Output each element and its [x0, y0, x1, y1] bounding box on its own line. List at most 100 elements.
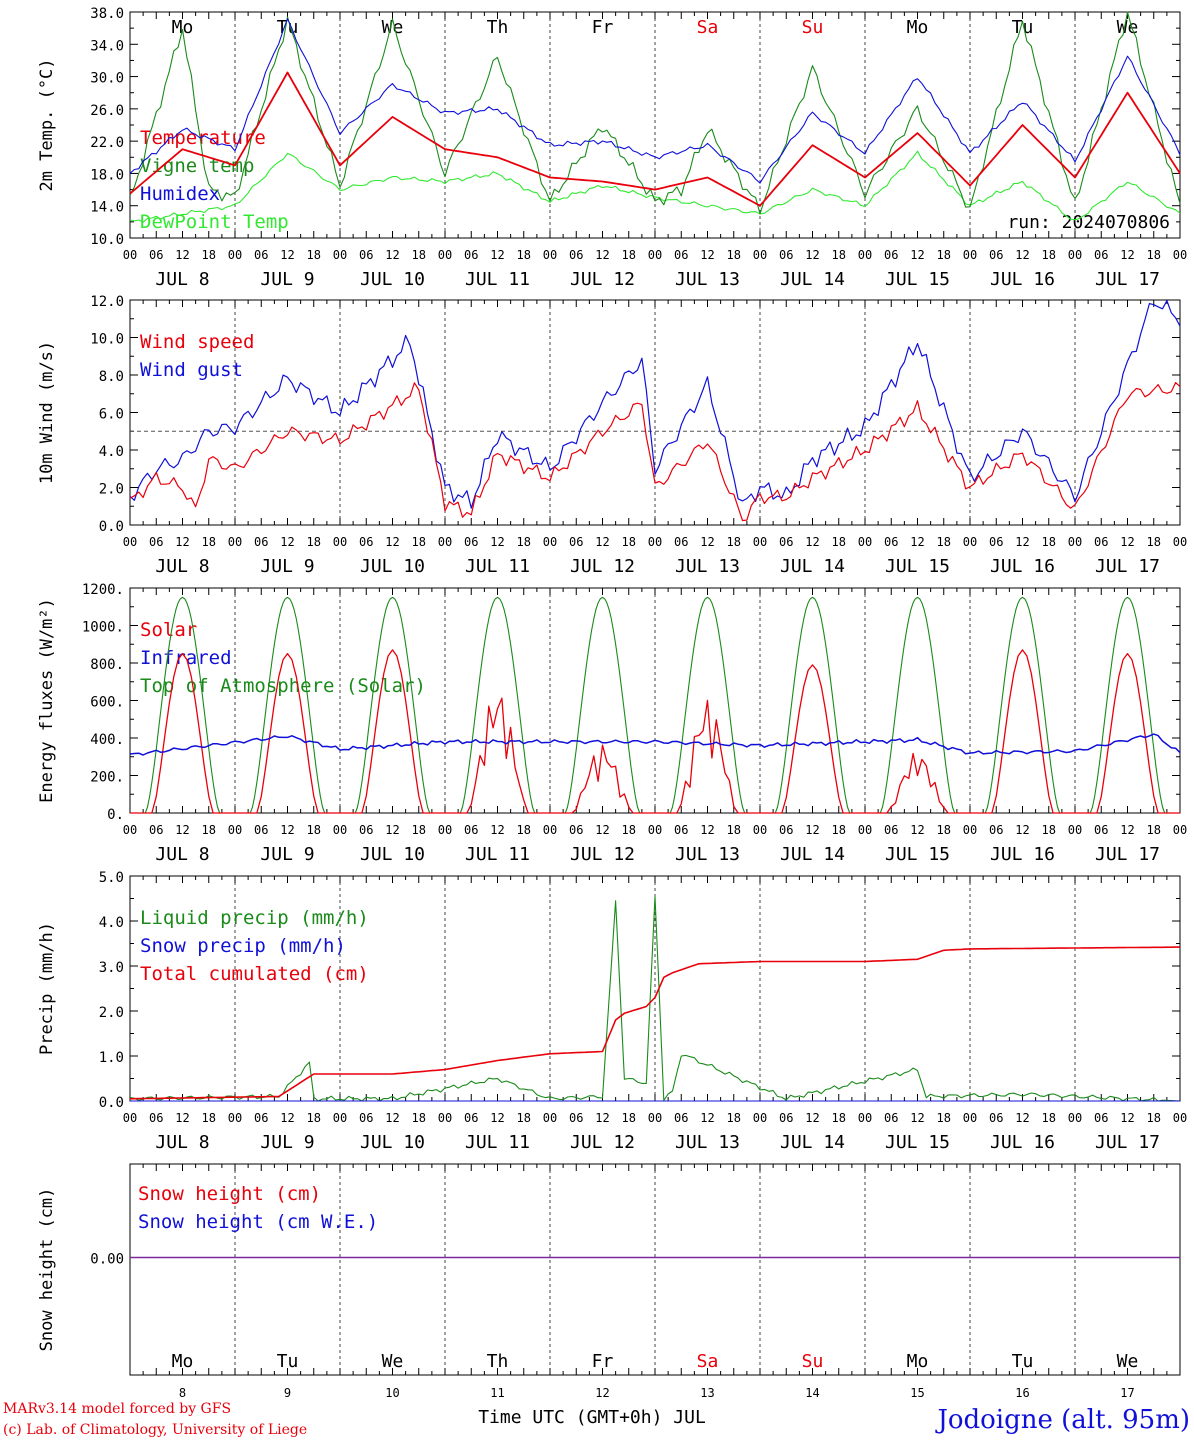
hour-label: 12 [805, 823, 819, 837]
hour-label: 00 [333, 823, 347, 837]
hour-label: 18 [202, 823, 216, 837]
hour-label: 12 [385, 823, 399, 837]
day-number: 9 [284, 1386, 291, 1400]
hour-label: 00 [123, 1111, 137, 1125]
hour-label: 06 [569, 248, 583, 262]
hour-label: 18 [517, 248, 531, 262]
station-name: Jodoigne (alt. 95m) [934, 1405, 1190, 1435]
hour-label: 12 [700, 1111, 714, 1125]
legend-snow-height-cm-: Snow height (cm) [138, 1183, 321, 1205]
hour-label: 06 [359, 1111, 373, 1125]
hour-label: 06 [884, 823, 898, 837]
y-tick-label: 34.0 [90, 38, 124, 54]
lab-credit: (c) Lab. of Climatology, University of L… [3, 1422, 307, 1438]
hour-label: 12 [280, 823, 294, 837]
hour-label: 12 [175, 823, 189, 837]
hour-label: 00 [858, 823, 872, 837]
day-name: Tu [1012, 17, 1034, 38]
hour-label: 18 [1147, 1111, 1161, 1125]
hour-label: 00 [963, 248, 977, 262]
date-label: JUL 10 [360, 844, 425, 865]
legend-wind-gust: Wind gust [140, 359, 243, 381]
y-tick-label: 10.0 [90, 332, 124, 348]
hour-label: 06 [779, 823, 793, 837]
panel-4: 0.0 1.0 2.0 3.0 4.0 5.0 Precip (mm/h) Liquid pr… [37, 870, 1187, 1153]
hour-label: 06 [674, 248, 688, 262]
y-tick-label: 8.0 [99, 369, 124, 385]
legend-wind-speed: Wind speed [140, 331, 254, 353]
hour-label: 00 [1173, 248, 1187, 262]
panel-3: 0. 200. 400. 600. 800. 1000. 1200. Energy fluxe… [37, 582, 1187, 865]
hour-label: 06 [989, 248, 1003, 262]
date-label: JUL 11 [465, 844, 530, 865]
day-name: Sa [697, 1351, 719, 1372]
hour-label: 06 [569, 823, 583, 837]
hour-label: 18 [727, 823, 741, 837]
hour-label: 00 [963, 1111, 977, 1125]
y-axis-label: Precip (mm/h) [37, 922, 57, 1055]
y-tick-label: 4.0 [99, 915, 124, 931]
hour-label: 06 [359, 823, 373, 837]
hour-label: 18 [307, 535, 321, 549]
hour-label: 00 [858, 1111, 872, 1125]
hour-label: 18 [517, 823, 531, 837]
hour-label: 00 [543, 1111, 557, 1125]
hour-label: 06 [779, 1111, 793, 1125]
date-label: JUL 12 [570, 844, 635, 865]
model-credit: MARv3.14 model forced by GFS [3, 1401, 231, 1417]
hour-label: 00 [648, 535, 662, 549]
y-tick-label: 26.0 [90, 103, 124, 119]
hour-label: 18 [517, 535, 531, 549]
y-tick-label: 18.0 [90, 167, 124, 183]
run-annotation: run: 2024070806 [1007, 212, 1170, 233]
legend-snow-precip-mm-h-: Snow precip (mm/h) [140, 935, 346, 957]
hour-label: 00 [753, 1111, 767, 1125]
hour-label: 12 [1120, 823, 1134, 837]
date-label: JUL 15 [885, 844, 950, 865]
date-label: JUL 8 [155, 269, 209, 290]
date-label: JUL 12 [570, 1132, 635, 1153]
hour-label: 12 [1120, 248, 1134, 262]
date-label: JUL 8 [155, 1132, 209, 1153]
hour-label: 06 [779, 535, 793, 549]
hour-label: 18 [202, 248, 216, 262]
date-label: JUL 16 [990, 844, 1055, 865]
date-label: JUL 10 [360, 1132, 425, 1153]
date-label: JUL 17 [1095, 556, 1160, 577]
hour-label: 00 [333, 1111, 347, 1125]
day-number: 11 [490, 1386, 504, 1400]
series-humidex [129, 18, 1181, 184]
hour-label: 18 [1042, 1111, 1056, 1125]
hour-label: 00 [123, 248, 137, 262]
legend-liquid-precip-mm-h-: Liquid precip (mm/h) [140, 907, 369, 929]
hour-label: 06 [254, 535, 268, 549]
panels: 10.0 14.0 18.0 22.0 26.0 30.0 34.0 38.0 2m Temp.… [37, 6, 1187, 1400]
y-tick-label: 0.0 [99, 519, 124, 535]
hour-label: 00 [963, 823, 977, 837]
hour-label: 12 [490, 1111, 504, 1125]
day-name: We [1117, 1351, 1139, 1372]
date-label: JUL 14 [780, 556, 845, 577]
hour-label: 12 [1015, 1111, 1029, 1125]
date-label: JUL 13 [675, 844, 740, 865]
y-tick-label: 0.00 [90, 1252, 124, 1268]
hour-label: 18 [727, 1111, 741, 1125]
day-name: Mo [907, 17, 929, 38]
time-axis-title: Time UTC (GMT+0h) JUL [478, 1407, 706, 1428]
hour-label: 18 [1042, 248, 1056, 262]
date-label: JUL 14 [780, 269, 845, 290]
hour-label: 00 [1068, 248, 1082, 262]
hour-label: 18 [937, 823, 951, 837]
hour-label: 00 [753, 823, 767, 837]
hour-label: 12 [910, 535, 924, 549]
hour-label: 00 [1068, 823, 1082, 837]
hour-label: 18 [937, 1111, 951, 1125]
hour-label: 12 [910, 248, 924, 262]
series-temperature [129, 71, 1181, 207]
day-name: Tu [1012, 1351, 1034, 1372]
hour-label: 12 [805, 535, 819, 549]
hour-label: 00 [648, 248, 662, 262]
hour-label: 18 [622, 535, 636, 549]
y-axis-label: 10m Wind (m/s) [37, 341, 57, 484]
